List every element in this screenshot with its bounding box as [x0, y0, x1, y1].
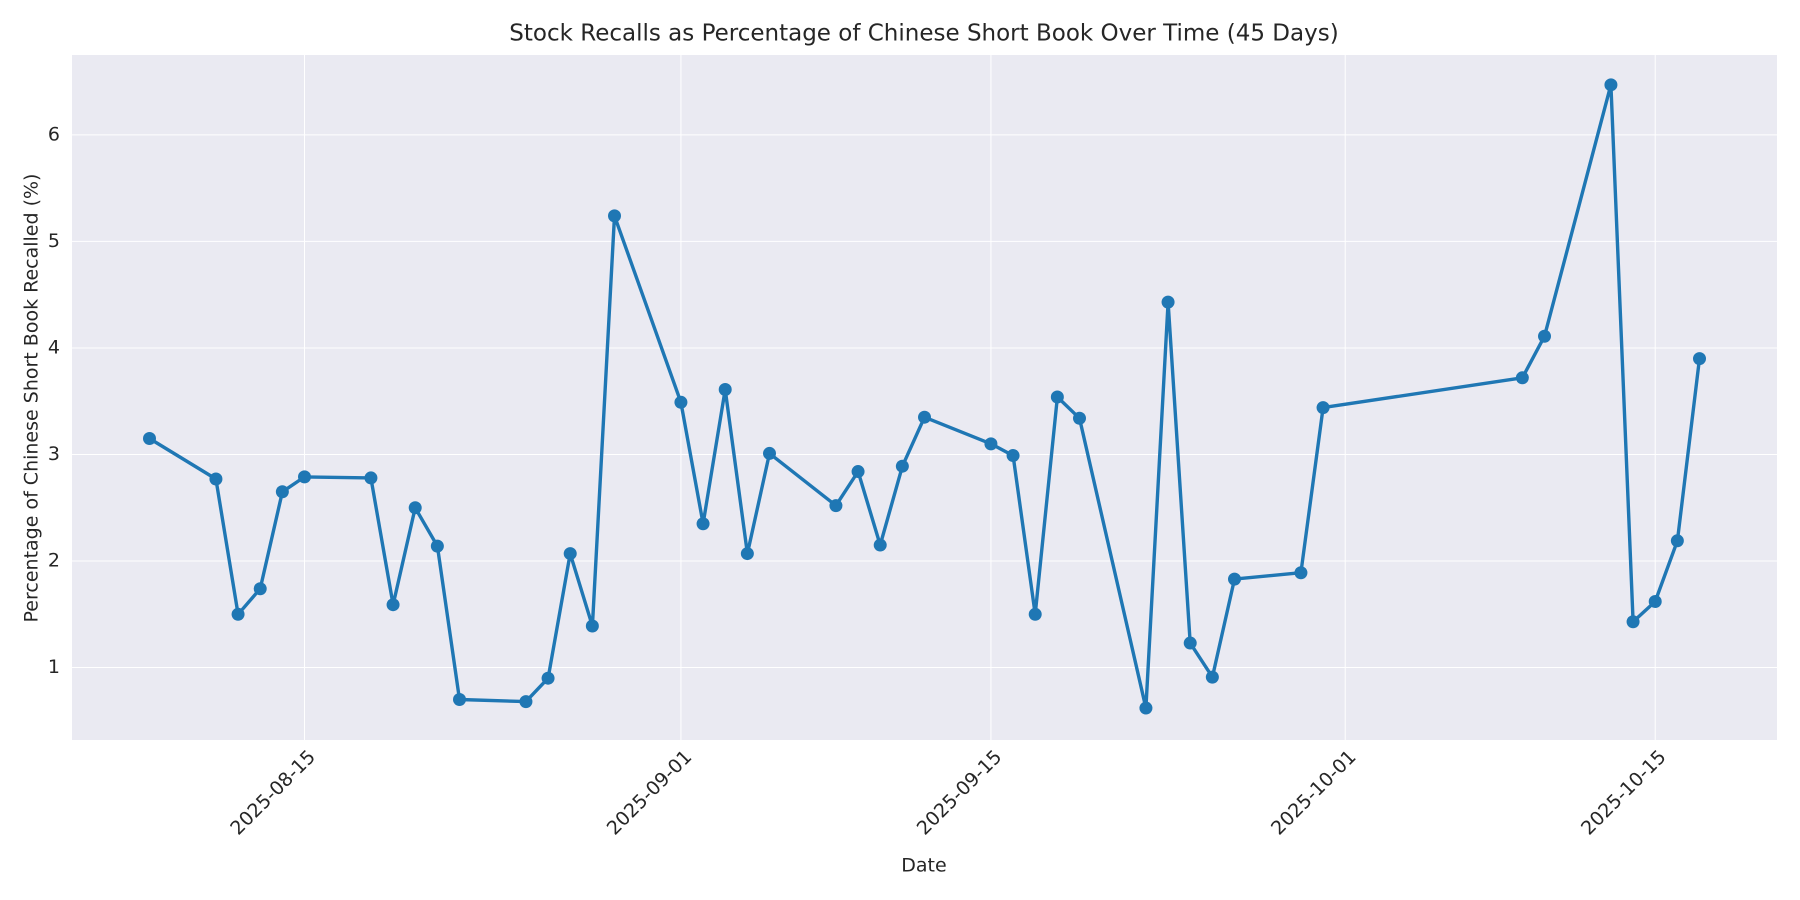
data-point: [1670, 534, 1684, 548]
data-point: [1205, 670, 1219, 684]
data-point: [1228, 572, 1241, 586]
x-tick-label: 2025-08-15: [226, 746, 320, 840]
data-point: [674, 395, 688, 409]
data-point: [608, 209, 621, 223]
y-axis-label: Percentage of Chinese Short Book Recalle…: [21, 174, 43, 623]
data-point: [275, 485, 289, 499]
data-point: [1316, 401, 1330, 415]
x-tick-label: 2025-10-15: [1577, 746, 1671, 840]
data-point: [453, 693, 466, 707]
data-point: [408, 501, 422, 515]
y-tick-label: 4: [48, 336, 60, 358]
grid: [72, 55, 1777, 740]
x-tick-label: 2025-09-15: [913, 746, 1007, 840]
data-point: [585, 619, 599, 633]
data-point: [1693, 352, 1706, 366]
data-point: [696, 517, 710, 531]
data-point: [1648, 595, 1662, 609]
data-point: [541, 671, 555, 685]
data-point: [209, 472, 223, 486]
y-tick-label: 6: [48, 123, 60, 145]
data-point: [1006, 449, 1020, 463]
data-point: [253, 582, 267, 596]
data-point: [1515, 371, 1529, 385]
y-tick-label: 1: [48, 656, 60, 678]
data-point: [231, 607, 245, 621]
data-point: [563, 547, 577, 561]
y-tick-label: 2: [48, 550, 60, 572]
data-point: [740, 547, 754, 561]
data-point: [1073, 411, 1086, 425]
marks: [143, 78, 1706, 715]
data-point: [763, 446, 776, 460]
data-point: [718, 383, 732, 397]
x-axis-label: Date: [901, 855, 946, 877]
data-point: [895, 459, 909, 473]
data-point: [430, 539, 444, 553]
data-point: [1626, 615, 1640, 629]
data-point: [851, 465, 865, 479]
x-tick-label: 2025-10-01: [1267, 746, 1361, 840]
data-point: [1050, 390, 1064, 404]
data-point: [1028, 607, 1042, 621]
data-point: [143, 432, 156, 446]
data-point: [1183, 636, 1197, 650]
data-point: [298, 470, 311, 484]
data-point: [386, 598, 400, 612]
plot-area: [72, 55, 1777, 740]
data-point: [873, 538, 887, 552]
data-point: [1139, 701, 1153, 715]
data-point: [1604, 78, 1618, 92]
data-point: [1161, 295, 1175, 309]
data-point: [519, 695, 533, 709]
y-tick-label: 3: [48, 443, 60, 465]
y-tick-label: 5: [48, 230, 60, 252]
chart-title: Stock Recalls as Percentage of Chinese S…: [509, 21, 1338, 47]
x-tick-label: 2025-09-01: [603, 746, 697, 840]
data-point: [918, 410, 931, 424]
data-point: [829, 499, 843, 513]
data-point: [1294, 566, 1308, 580]
data-point: [364, 471, 378, 485]
data-point: [984, 437, 998, 451]
data-point: [1538, 329, 1551, 343]
